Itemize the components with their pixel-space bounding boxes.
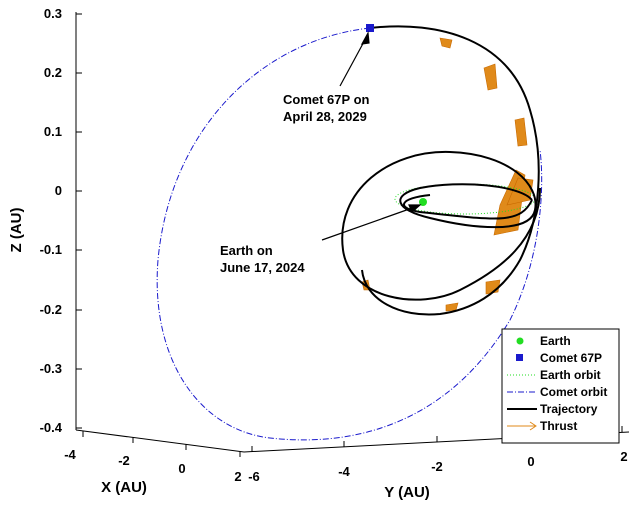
legend-earth-orbit-label: Earth orbit [540,368,601,382]
comet-annotation-line1: Comet 67P on [283,92,370,107]
y-axis-label: Y (AU) [384,484,430,501]
annotation-arrows [321,31,422,241]
z-tick-labels: 0.3 0.2 0.1 0 -0.1 -0.2 -0.3 -0.4 [40,6,63,435]
y-tick-labels: -6 -4 -2 0 2 [248,449,627,484]
x-axis-label: X (AU) [101,479,147,496]
trajectory [341,25,541,316]
legend-trajectory-label: Trajectory [540,402,598,416]
x-tick-labels: -4 -2 0 2 [64,447,241,484]
z-tick-label: -0.4 [40,420,63,435]
legend-thrust-arrowhead [529,421,537,431]
earth-marker [419,198,427,206]
x-axis-line [75,429,245,453]
x-tick-label: -2 [118,453,130,468]
comet-orbit [156,27,543,441]
earth-annotation-line1: Earth on [220,243,273,258]
thrust-patches [361,37,534,312]
x-ticks [82,431,241,457]
legend: Earth Comet 67P Earth orbit Comet orbit … [501,328,620,444]
y-tick-label: 2 [620,449,627,464]
legend-box [501,328,620,444]
x-tick-label: -4 [64,447,76,462]
comet-annotation-line2: April 28, 2029 [283,109,367,124]
z-tick-label: 0.1 [44,124,62,139]
legend-comet-orbit-label: Comet orbit [540,385,607,399]
legend-earth-symbol [516,337,524,345]
y-tick-label: -2 [431,459,443,474]
z-tick-label: -0.1 [40,242,62,257]
x-tick-label: 2 [234,469,241,484]
y-tick-label: -4 [338,464,350,479]
comet-marker [366,24,374,32]
legend-thrust-label: Thrust [540,419,577,433]
y-tick-label: 0 [527,454,534,469]
earth-annotation-line2: June 17, 2024 [220,260,305,275]
z-tick-label: -0.3 [40,361,62,376]
legend-comet-symbol [516,354,523,361]
z-axis-label: Z (AU) [8,208,25,253]
z-tick-label: 0.3 [44,6,62,21]
legend-comet-label: Comet 67P [540,351,602,365]
z-tick-label: -0.2 [40,302,62,317]
legend-earth-label: Earth [540,334,571,348]
y-tick-label: -6 [248,469,260,484]
z-ticks [76,13,82,429]
z-tick-label: 0 [55,183,62,198]
z-tick-label: 0.2 [44,65,62,80]
x-tick-label: 0 [178,461,185,476]
